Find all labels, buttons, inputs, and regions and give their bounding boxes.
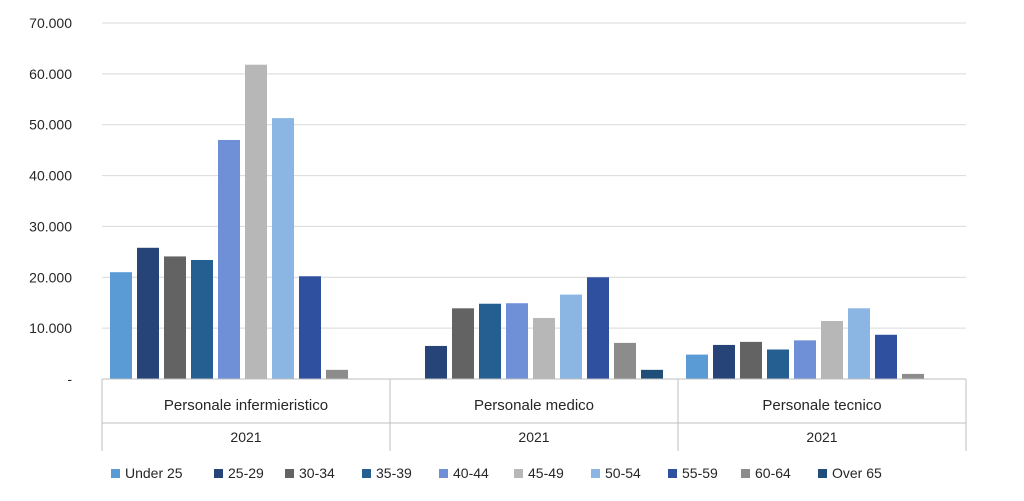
legend-swatch [439,469,448,478]
legend-entry: 60-64 [741,465,791,481]
legend-label: Over 65 [832,465,882,481]
bar [218,139,240,379]
bar [533,317,555,379]
bar [686,354,708,379]
legend-label: 30-34 [299,465,335,481]
bar [506,303,528,379]
legend-swatch [591,469,600,478]
bar [614,342,636,379]
x-category-label: Personale infermieristico [164,397,328,414]
legend-label: 45-49 [528,465,564,481]
legend-swatch [741,469,750,478]
legend-entry: 55-59 [668,465,718,481]
x-axis: Personale infermieristico 2021 Personale m… [101,378,967,451]
legend-entry: 40-44 [439,465,489,481]
legend-entry: 30-34 [285,465,335,481]
legend-label: 35-39 [376,465,412,481]
legend-swatch [818,469,827,478]
legend-label: 55-59 [682,465,718,481]
legend-swatch [514,469,523,478]
y-tick-label: 30.000 [29,218,72,234]
bar [902,373,924,379]
legend-label: 60-64 [755,465,791,481]
bar [641,369,663,379]
legend: Under 25 25-29 30-34 35-39 40-44 45-49 50-54 55… [111,465,882,481]
legend-entry: 45-49 [514,465,564,481]
y-tick-label: - [67,371,72,387]
legend-entry: Under 25 [111,465,183,481]
bar [137,247,159,379]
bar [452,308,474,379]
legend-swatch [285,469,294,478]
legend-entry: 35-39 [362,465,412,481]
y-tick-label: 50.000 [29,117,72,133]
legend-label: 40-44 [453,465,489,481]
bar [326,369,348,379]
bar [164,256,186,379]
x-category-label: Personale medico [474,397,594,414]
y-tick-label: 70.000 [29,15,72,31]
bar [299,276,321,379]
bar [425,345,447,379]
bar [875,334,897,379]
x-year-label: 2021 [806,429,837,445]
legend-entry: 50-54 [591,465,641,481]
bar [848,308,870,379]
legend-swatch [111,469,120,478]
y-axis-ticks: - 10.000 20.000 30.000 40.000 50.000 60.000 70.… [29,15,72,387]
legend-swatch [214,469,223,478]
legend-label: 25-29 [228,465,264,481]
bar [767,349,789,379]
x-year-label: 2021 [230,429,261,445]
x-year-label: 2021 [518,429,549,445]
y-tick-label: 10.000 [29,320,72,336]
y-tick-label: 60.000 [29,66,72,82]
bar [794,340,816,379]
legend-label: 50-54 [605,465,641,481]
y-tick-label: 40.000 [29,168,72,184]
legend-label: Under 25 [125,465,183,481]
x-category-label: Personale tecnico [762,397,881,414]
bar [110,272,132,379]
legend-swatch [362,469,371,478]
bar [740,341,762,379]
bar [272,118,294,380]
bar [713,344,735,379]
bar [560,294,582,379]
bar [191,259,213,379]
legend-swatch [668,469,677,478]
bar [479,303,501,379]
bar [245,64,267,380]
bars [110,64,924,380]
bar [821,321,843,379]
legend-entry: Over 65 [818,465,882,481]
legend-entry: 25-29 [214,465,264,481]
y-tick-label: 20.000 [29,269,72,285]
bar [587,277,609,379]
